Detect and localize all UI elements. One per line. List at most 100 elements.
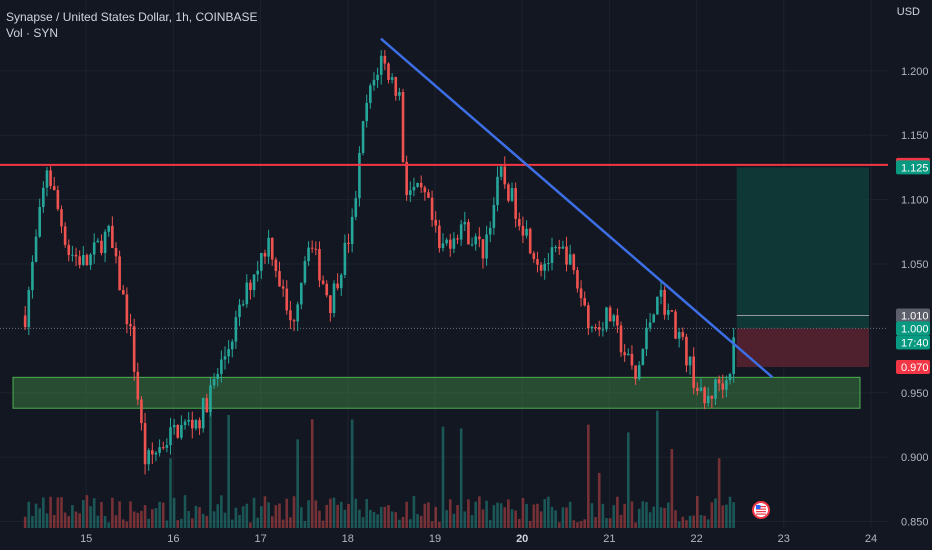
candle xyxy=(528,228,532,254)
support-zone-rect[interactable] xyxy=(12,376,861,409)
candle xyxy=(45,170,49,188)
candle xyxy=(728,373,732,381)
volume-bar xyxy=(350,419,354,528)
y-tick-label: 0.900 xyxy=(901,452,929,464)
candle xyxy=(183,421,187,426)
candle xyxy=(398,92,401,96)
candle xyxy=(674,311,677,339)
volume-bar xyxy=(579,521,583,528)
candle xyxy=(612,315,616,322)
volume-bar xyxy=(125,521,129,528)
volume-bar xyxy=(303,520,307,528)
volume-bar xyxy=(194,505,198,528)
time-axis[interactable] xyxy=(0,528,888,550)
trend-line[interactable] xyxy=(380,37,774,379)
candle xyxy=(358,152,361,199)
volume-bar xyxy=(354,498,358,528)
volume-bar xyxy=(605,517,608,528)
candle xyxy=(696,387,699,391)
candle xyxy=(190,419,194,429)
volume-bar xyxy=(488,520,492,528)
volume-bar xyxy=(154,508,158,528)
candle xyxy=(151,450,154,455)
x-tick-label: 15 xyxy=(80,533,92,545)
candle xyxy=(645,327,648,350)
volume-bar xyxy=(252,497,256,528)
volume-bar xyxy=(626,432,630,528)
volume-bar xyxy=(728,496,732,528)
candle xyxy=(441,243,445,249)
volume-bar xyxy=(623,503,626,528)
volume-bar xyxy=(118,501,121,528)
candle xyxy=(666,310,670,315)
volume-bar xyxy=(583,519,586,528)
volume-bar xyxy=(503,507,507,528)
volume-legend[interactable]: Vol · SYN xyxy=(6,26,59,40)
candle xyxy=(390,77,394,80)
candle xyxy=(677,332,681,339)
volume-bar xyxy=(703,515,706,528)
candle xyxy=(263,253,267,257)
candle xyxy=(688,356,692,366)
volume-bar xyxy=(281,519,285,528)
candle xyxy=(329,295,332,314)
volume-bar xyxy=(496,502,499,528)
candle xyxy=(568,254,572,265)
volume-bar xyxy=(379,506,383,528)
flag-stripe xyxy=(756,506,766,508)
candle xyxy=(452,238,456,249)
candle xyxy=(285,288,289,311)
volume-bar xyxy=(470,515,474,528)
volume-bar xyxy=(201,513,205,528)
candle xyxy=(456,238,459,240)
volume-bar xyxy=(652,506,656,528)
volume-bar xyxy=(230,519,234,528)
volume-bar xyxy=(445,510,448,528)
position-stop-zone[interactable] xyxy=(736,328,869,368)
candle xyxy=(49,170,52,187)
candle xyxy=(372,79,376,86)
volume-bar xyxy=(343,509,347,528)
event-flag-icon[interactable] xyxy=(752,501,770,519)
volume-bar xyxy=(96,515,100,528)
candle xyxy=(267,237,270,257)
volume-bar xyxy=(314,500,318,528)
volume-bar xyxy=(183,495,187,528)
volume-bar xyxy=(220,495,223,528)
volume-bar xyxy=(674,510,677,528)
volume-bar xyxy=(717,458,721,528)
volume-bar xyxy=(408,519,412,528)
volume-bar xyxy=(285,498,289,528)
volume-bar xyxy=(63,512,67,528)
price-axis[interactable] xyxy=(888,0,932,550)
volume-bar xyxy=(659,507,663,528)
volume-bar xyxy=(332,497,336,528)
volume-bar xyxy=(27,501,31,528)
position-target-zone[interactable] xyxy=(736,167,869,329)
candle xyxy=(318,248,321,281)
candle xyxy=(510,188,514,201)
volume-bar xyxy=(361,517,365,528)
price-tag-label: 1.125 xyxy=(901,162,929,174)
y-tick-label: 0.850 xyxy=(901,517,929,529)
volume-bar xyxy=(419,515,423,528)
candle xyxy=(60,209,63,227)
candle xyxy=(361,121,365,153)
candle xyxy=(158,447,161,453)
candle xyxy=(121,290,125,295)
volume-bar xyxy=(597,472,601,528)
volume-bar xyxy=(536,503,539,528)
volume-bar xyxy=(256,517,259,528)
candle xyxy=(670,310,674,312)
volume-bar xyxy=(31,515,34,528)
volume-bar xyxy=(616,496,619,528)
volume-bar xyxy=(561,507,565,528)
volume-bar xyxy=(132,511,136,528)
symbol-title[interactable]: Synapse / United States Dollar, 1h, COIN… xyxy=(6,10,258,24)
candle xyxy=(554,246,557,248)
price-tag xyxy=(896,335,930,350)
volume-bar xyxy=(706,519,710,528)
candle xyxy=(154,452,158,455)
volume-bar xyxy=(129,501,132,528)
